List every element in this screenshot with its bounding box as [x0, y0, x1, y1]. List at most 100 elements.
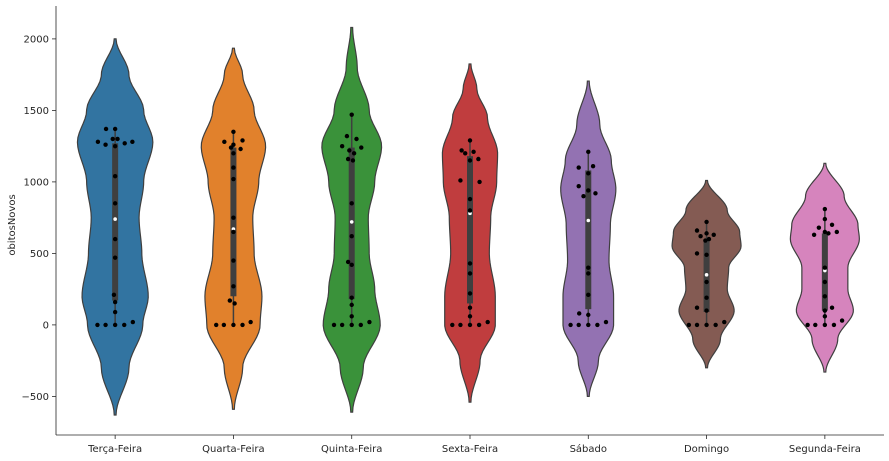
data-point — [468, 197, 472, 201]
data-point — [112, 293, 116, 297]
data-point — [835, 230, 839, 234]
data-point — [823, 217, 827, 221]
data-point — [830, 306, 834, 310]
data-point — [832, 323, 836, 327]
data-point — [352, 151, 356, 155]
data-point — [468, 306, 472, 310]
violin-iqr-box — [467, 156, 473, 303]
data-point — [450, 323, 454, 327]
data-point — [823, 265, 827, 269]
data-point — [458, 178, 462, 182]
data-point — [350, 323, 354, 327]
data-point — [830, 223, 834, 227]
data-point — [248, 320, 252, 324]
data-point — [231, 151, 235, 155]
data-point — [346, 260, 350, 264]
data-point — [577, 323, 581, 327]
data-point — [468, 208, 472, 212]
data-point — [350, 112, 354, 116]
data-point — [340, 323, 344, 327]
data-point — [459, 148, 463, 152]
data-point — [695, 228, 699, 232]
data-point — [586, 188, 590, 192]
data-point — [586, 293, 590, 297]
data-point — [122, 323, 126, 327]
data-point — [471, 150, 475, 154]
data-point — [823, 280, 827, 284]
violin-median-point — [586, 219, 590, 223]
data-point — [468, 323, 472, 327]
data-point — [468, 138, 472, 142]
data-point — [222, 323, 226, 327]
data-point — [704, 323, 708, 327]
data-point — [817, 225, 821, 229]
data-point — [823, 207, 827, 211]
data-point — [231, 215, 235, 219]
data-point — [486, 320, 490, 324]
data-point — [604, 320, 608, 324]
data-point — [351, 158, 355, 162]
data-point — [113, 255, 117, 259]
data-point — [577, 184, 581, 188]
violin-median-point — [113, 217, 117, 221]
data-point — [231, 130, 235, 134]
data-point — [704, 253, 708, 257]
data-point — [231, 284, 235, 288]
data-point — [704, 308, 708, 312]
x-tick-label: Terça-Feira — [87, 444, 142, 455]
data-point — [703, 238, 707, 242]
data-point — [823, 294, 827, 298]
y-tick-label: 1000 — [24, 177, 49, 188]
data-point — [240, 138, 244, 142]
data-point — [232, 301, 236, 305]
data-point — [231, 258, 235, 262]
data-point — [695, 323, 699, 327]
data-point — [704, 296, 708, 300]
data-point — [332, 323, 336, 327]
data-point — [347, 148, 351, 152]
data-point — [113, 310, 117, 314]
data-point — [228, 298, 232, 302]
data-point — [812, 233, 816, 237]
data-point — [113, 174, 117, 178]
data-point — [591, 164, 595, 168]
data-point — [826, 231, 830, 235]
data-point — [113, 300, 117, 304]
data-point — [695, 306, 699, 310]
data-point — [823, 308, 827, 312]
data-point — [350, 303, 354, 307]
data-point — [477, 180, 481, 184]
data-point — [240, 323, 244, 327]
violin-iqr-box — [112, 143, 118, 300]
data-point — [463, 151, 467, 155]
data-point — [130, 140, 134, 144]
data-point — [103, 143, 107, 147]
violin-4 — [442, 64, 497, 402]
y-tick-label: 1500 — [24, 106, 49, 117]
data-point — [586, 313, 590, 317]
violin-median-point — [350, 220, 354, 224]
data-point — [468, 271, 472, 275]
data-point — [823, 314, 827, 318]
data-point — [698, 234, 702, 238]
violin-5 — [561, 81, 616, 396]
data-point — [350, 263, 354, 267]
data-point — [586, 271, 590, 275]
data-point — [840, 318, 844, 322]
data-point — [346, 157, 350, 161]
violin-1 — [77, 39, 152, 415]
data-point — [586, 171, 590, 175]
data-point — [113, 144, 117, 148]
x-tick-label: Quarta-Feira — [202, 444, 264, 455]
data-point — [115, 137, 119, 141]
data-point — [340, 144, 344, 148]
data-point — [238, 147, 242, 151]
x-tick-label: Quinta-Feira — [321, 444, 382, 455]
y-tick-label: 0 — [43, 320, 49, 331]
data-point — [468, 261, 472, 265]
data-point — [712, 233, 716, 237]
data-point — [477, 323, 481, 327]
data-point — [595, 323, 599, 327]
data-point — [722, 320, 726, 324]
data-point — [350, 201, 354, 205]
